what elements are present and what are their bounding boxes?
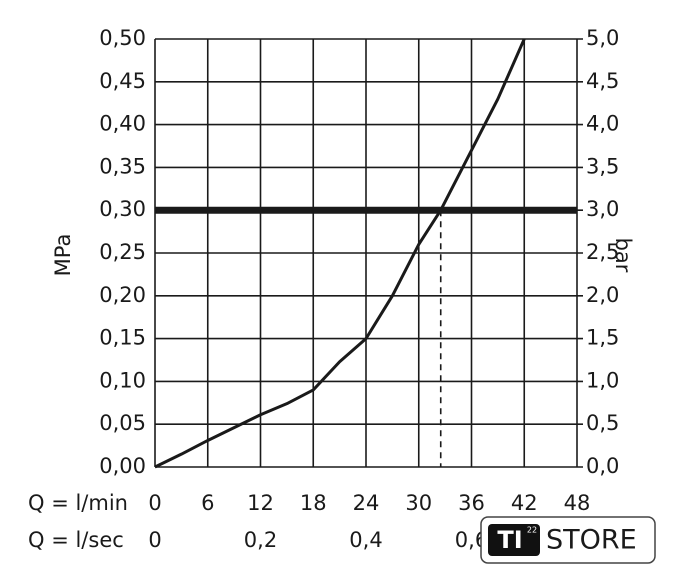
- curve: [154, 38, 526, 469]
- x-tick-label: 24: [353, 491, 380, 515]
- x-tick-label: 36: [458, 491, 485, 515]
- logo-superscript: 22: [527, 526, 537, 535]
- y2-tick-label: 5,0: [586, 26, 619, 50]
- y2-axis-label: bar: [611, 238, 635, 273]
- x-tick-label: 30: [405, 491, 432, 515]
- y2-tick-label: 1,0: [586, 368, 619, 392]
- x2-tick-label: 0,2: [244, 528, 277, 552]
- x-tick-label: 18: [300, 491, 327, 515]
- y2-tick-label: 3,0: [586, 197, 619, 221]
- y-tick-label: 0,15: [99, 326, 146, 350]
- y2-tick-label: 1,5: [586, 326, 619, 350]
- y-tick-label: 0,50: [99, 26, 146, 50]
- logo-text: STORE: [546, 525, 637, 556]
- y2-tick-label: 4,0: [586, 112, 619, 136]
- y-tick-label: 0,00: [99, 454, 146, 478]
- x-tick-label: 0: [148, 491, 161, 515]
- y2-tick-label: 2,5: [586, 240, 619, 264]
- x-tick-label: 42: [511, 491, 538, 515]
- y2-tick-label: 2,0: [586, 283, 619, 307]
- x2-axis-label: Q = l/sec: [28, 528, 124, 552]
- y-tick-label: 0,05: [99, 411, 146, 435]
- x-tick-label: 12: [247, 491, 274, 515]
- y-axis-label: MPa: [51, 234, 75, 277]
- y2-tick-label: 0,0: [586, 454, 619, 478]
- y-tick-label: 0,20: [99, 283, 146, 307]
- x-axis-label: Q = l/min: [28, 491, 128, 515]
- y-tick-label: 0,40: [99, 112, 146, 136]
- x-tick-label: 48: [564, 491, 591, 515]
- logo-badge: [488, 524, 540, 556]
- logo-mark: TI: [497, 526, 522, 554]
- y-tick-label: 0,45: [99, 69, 146, 93]
- x2-tick-label: 0: [148, 528, 161, 552]
- y-tick-label: 0,30: [99, 197, 146, 221]
- logo: TI 22 STORE: [480, 516, 656, 564]
- y2-tick-label: 0,5: [586, 411, 619, 435]
- y-tick-label: 0,35: [99, 154, 146, 178]
- y2-tick-label: 4,5: [586, 69, 619, 93]
- y2-tick-label: 3,5: [586, 154, 619, 178]
- y-tick-label: 0,10: [99, 368, 146, 392]
- x2-tick-label: 0,4: [349, 528, 382, 552]
- x-tick-label: 6: [201, 491, 214, 515]
- y-tick-label: 0,25: [99, 240, 146, 264]
